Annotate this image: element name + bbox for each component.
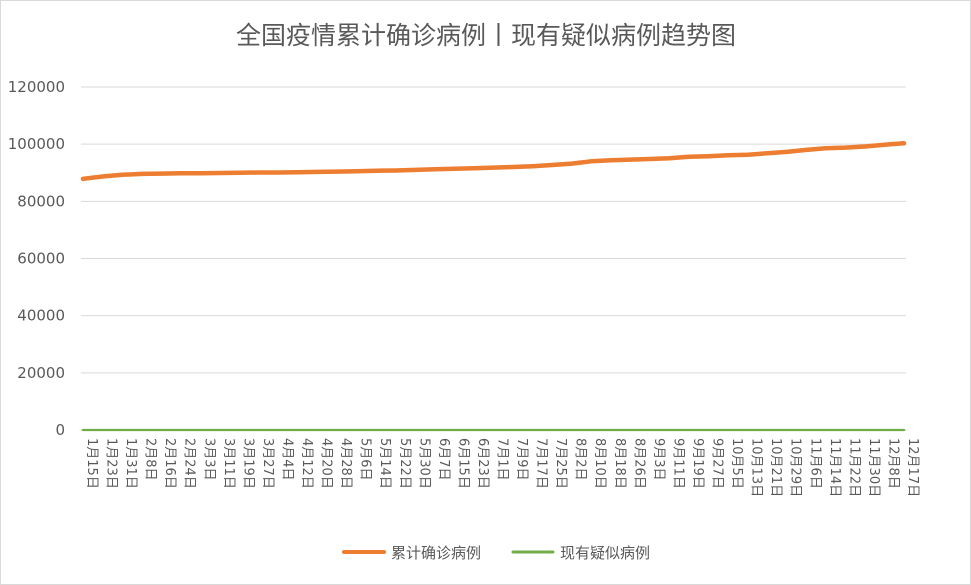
x-tick-label: 10月21日 [768,438,783,497]
x-tick-label: 12月8日 [885,438,900,489]
y-tick-label-80000: 80000 [17,192,65,210]
y-tick-label-20000: 20000 [17,364,65,382]
y-axis-ticks: 0 20000 40000 60000 80000 100000 120000 [8,78,65,439]
x-tick-label: 2月16日 [162,438,177,489]
x-tick-label: 6月15日 [455,438,470,489]
y-tick-label-100000: 100000 [8,135,65,153]
x-tick-label: 2月8日 [143,438,158,481]
legend: 累计确诊病例 现有疑似病例 [342,544,650,562]
y-tick-label-60000: 60000 [17,250,65,268]
x-tick-label: 5月22日 [397,438,412,489]
x-tick-label: 5月14日 [377,438,392,489]
legend-label-cumulative-confirmed: 累计确诊病例 [391,544,481,562]
x-tick-label: 1月15日 [84,438,99,489]
x-tick-label: 3月3日 [201,438,216,481]
x-tick-label: 8月18日 [612,438,627,489]
x-tick-label: 2月24日 [182,438,197,489]
gridlines [81,86,906,431]
x-tick-label: 5月6日 [358,438,373,481]
x-tick-label: 4月20日 [319,438,334,489]
x-tick-label: 11月14日 [827,438,842,497]
x-tick-label: 4月28日 [338,438,353,489]
x-tick-label: 9月11日 [670,438,685,489]
x-tick-label: 10月5日 [729,438,744,489]
x-tick-label: 3月27日 [260,438,275,489]
x-tick-label: 12月17日 [905,438,920,497]
x-tick-label: 1月31日 [123,438,138,489]
x-axis-ticks: 1月15日 1月23日 1月31日 2月8日 2月16日 2月24日 3月3日 3月11日 3月… [84,438,920,497]
x-tick-label: 10月29日 [788,438,803,497]
x-tick-label: 7月1日 [495,438,510,481]
x-tick-label: 11月30日 [866,438,881,497]
series-line-cumulative-confirmed [80,141,907,182]
x-tick-label: 11月6日 [807,438,822,489]
x-tick-label: 7月9日 [514,438,529,481]
x-tick-label: 5月30日 [416,438,431,489]
y-tick-label-0: 0 [55,421,65,439]
x-tick-label: 8月10日 [592,438,607,489]
x-tick-label: 3月19日 [240,438,255,489]
x-tick-label: 11月22日 [846,438,861,497]
y-tick-label-120000: 120000 [8,78,65,96]
x-tick-label: 7月17日 [534,438,549,489]
x-tick-label: 1月23日 [104,438,119,489]
x-tick-label: 6月7日 [436,438,451,481]
y-tick-label-40000: 40000 [17,307,65,325]
x-tick-label: 8月26日 [631,438,646,489]
x-tick-label: 4月12日 [299,438,314,489]
x-tick-label: 8月2日 [573,438,588,481]
x-tick-label: 10月13日 [749,438,764,497]
x-tick-label: 7月25日 [553,438,568,489]
x-tick-label: 9月27日 [710,438,725,489]
x-tick-label: 4月4日 [279,438,294,481]
x-tick-label: 9月3日 [651,438,666,481]
x-tick-label: 6月23日 [475,438,490,489]
chart-title: 全国疫情累计确诊病例丨现有疑似病例趋势图 [236,21,736,50]
x-tick-label: 3月11日 [221,438,236,489]
series-lines [80,141,907,432]
legend-label-current-suspected: 现有疑似病例 [560,544,650,562]
x-tick-label: 9月19日 [690,438,705,489]
